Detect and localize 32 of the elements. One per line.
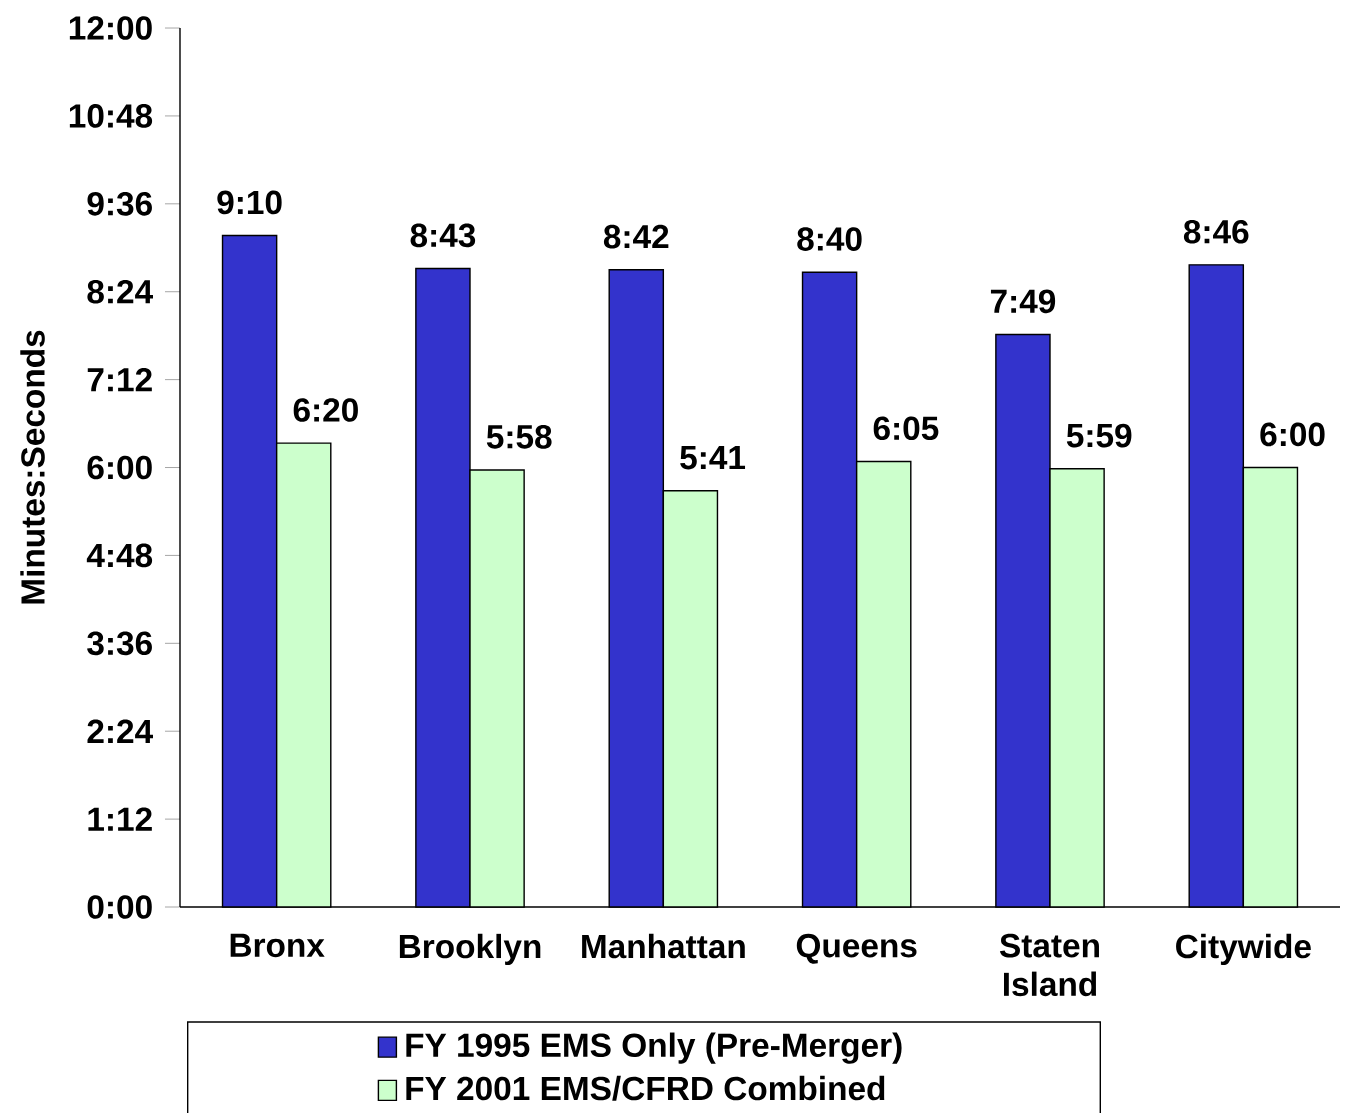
y-tick-label: 2:24 — [87, 719, 153, 743]
x-tick-label: Bronx — [230, 933, 325, 958]
x-tick-label: Brooklyn — [399, 933, 541, 965]
data-label: 6:05 — [873, 416, 939, 441]
x-tick-label: Staten Island — [999, 933, 1099, 997]
y-tick-label: 12:00 — [69, 16, 152, 40]
legend-label: FY 2001 EMS/CFRD Combined — [406, 1075, 885, 1101]
x-tick-label: Manhattan — [582, 933, 745, 959]
y-tick-label: 0:00 — [87, 895, 152, 919]
y-tick-label: 9:36 — [87, 191, 152, 216]
data-label: 6:20 — [293, 398, 358, 422]
data-label: 9:10 — [217, 190, 282, 215]
x-tick-label: Citywide — [1176, 933, 1311, 965]
y-axis-title: Minutes:Seconds — [20, 330, 45, 604]
y-tick-label: 10:48 — [69, 104, 153, 128]
x-tick-label: Queens — [796, 933, 917, 964]
data-label: 8:43 — [410, 223, 476, 248]
data-label: 5:59 — [1066, 423, 1132, 448]
data-label: 5:41 — [680, 446, 746, 470]
data-label: 8:42 — [603, 224, 669, 249]
data-label: 8:40 — [797, 227, 862, 251]
legend-label: FY 1995 EMS Only (Pre-Merger) — [406, 1032, 902, 1064]
y-tick-label: 3:36 — [87, 631, 152, 656]
y-tick-label: 8:24 — [87, 279, 153, 304]
y-tick-label: 6:00 — [87, 455, 152, 480]
y-tick-label: 4:48 — [86, 543, 153, 568]
y-tick-label: 7:12 — [87, 367, 152, 392]
data-label: 8:46 — [1183, 219, 1249, 244]
data-label: 7:49 — [990, 289, 1056, 314]
data-label: 6:00 — [1260, 422, 1325, 447]
data-label: 5:58 — [486, 425, 552, 449]
y-tick-label: 1:12 — [88, 807, 152, 831]
